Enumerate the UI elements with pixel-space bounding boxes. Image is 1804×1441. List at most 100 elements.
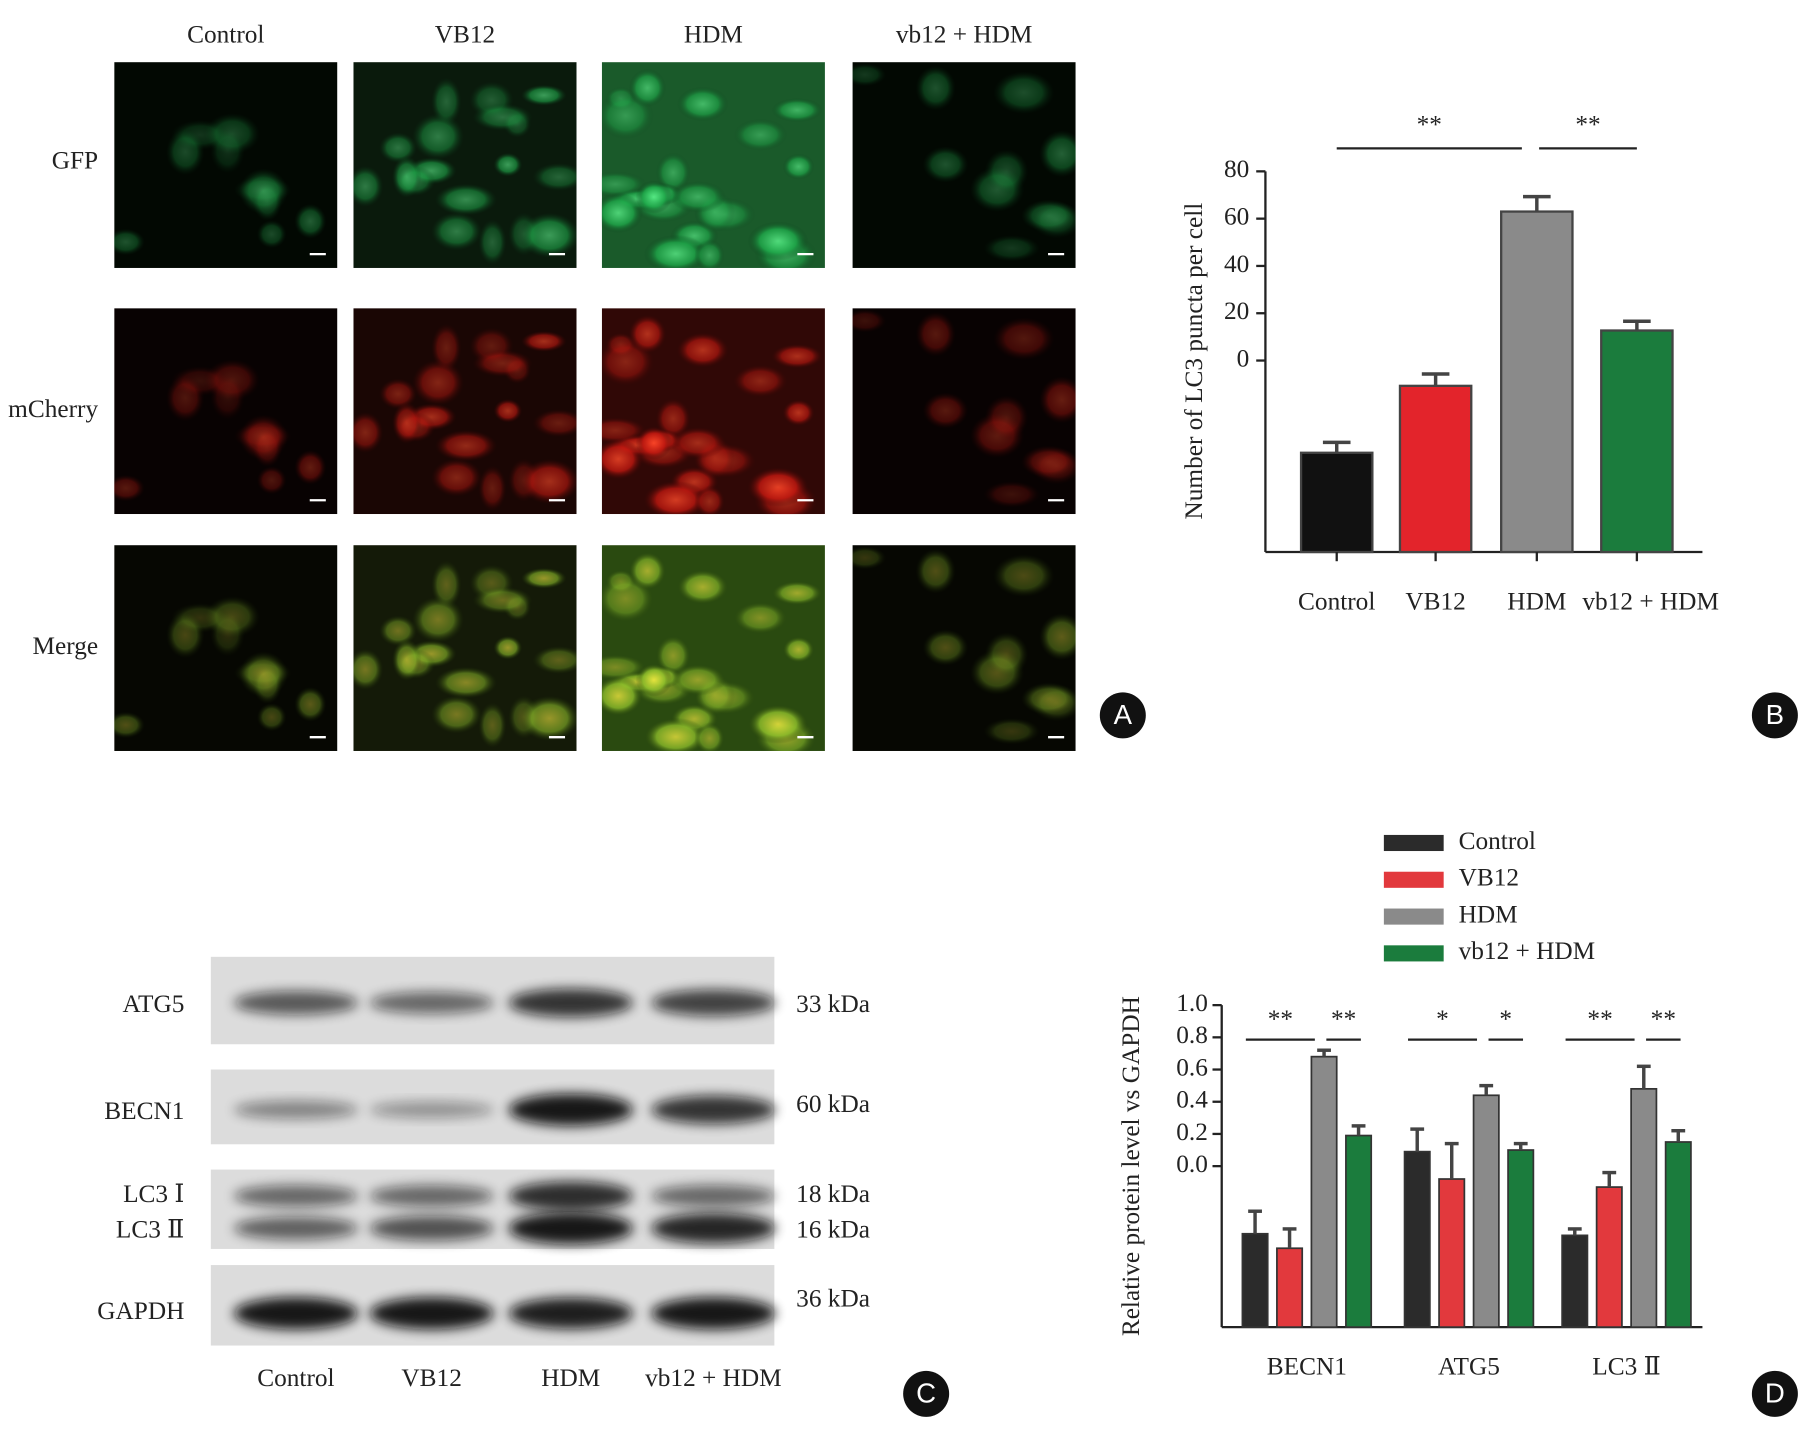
bar: [1595, 1186, 1623, 1329]
panel-letter: D: [1765, 1377, 1785, 1408]
blot-band: [508, 1212, 633, 1245]
blot-band: [233, 1185, 359, 1208]
micrograph: [353, 308, 577, 515]
cell: [256, 466, 287, 495]
cell: [412, 596, 465, 643]
cell: [643, 480, 708, 515]
cell: [771, 97, 823, 123]
cell: [166, 374, 205, 422]
row-label: GFP: [52, 147, 98, 175]
cell: [353, 411, 384, 454]
cell: [747, 221, 809, 261]
cell: [521, 567, 567, 589]
cell: [984, 149, 1029, 194]
micrograph: [601, 545, 825, 751]
bar: [1600, 329, 1674, 554]
cell: [1039, 613, 1076, 661]
blot-band: [651, 1185, 776, 1208]
cell: [210, 373, 245, 420]
cell: [676, 86, 729, 122]
blot-band: [508, 1181, 633, 1211]
cell: [1030, 201, 1076, 239]
bar: [1299, 451, 1374, 554]
blot-band: [508, 1297, 633, 1329]
cell: [983, 481, 1041, 508]
cell: [628, 314, 667, 354]
micrograph: [601, 62, 825, 268]
cell: [733, 118, 788, 152]
cell: [353, 648, 384, 690]
cell: [431, 212, 483, 251]
cell: [694, 485, 725, 515]
cell: [434, 666, 498, 699]
blot-band: [508, 1093, 633, 1126]
cell: [431, 77, 462, 126]
cell: [493, 398, 523, 423]
cell: [1039, 130, 1076, 178]
blot-band: [369, 1185, 494, 1208]
cell: [984, 632, 1029, 677]
bar: [1345, 1134, 1373, 1329]
micrograph: [114, 62, 338, 268]
cell: [635, 426, 673, 460]
cell: [993, 71, 1055, 115]
cell: [669, 663, 726, 696]
blot-band: [233, 1297, 359, 1330]
cell: [294, 203, 327, 239]
cell: [431, 560, 462, 609]
cell: [431, 323, 462, 372]
blot-band: [369, 1215, 494, 1241]
x-tick-label: BECN1: [1267, 1352, 1347, 1380]
size-label: 60 kDa: [796, 1090, 870, 1118]
x-tick-label: VB12: [1405, 588, 1465, 616]
cell: [431, 695, 483, 734]
cell: [294, 449, 327, 485]
cell: [655, 635, 691, 676]
panel-letter-badge: [903, 1370, 950, 1417]
bar: [1403, 1150, 1431, 1329]
cell: [412, 113, 465, 160]
protein-label: LC3 Ⅱ: [116, 1216, 185, 1244]
cell: [391, 401, 422, 444]
legend-label: VB12: [1459, 864, 1519, 892]
micrograph: [114, 545, 338, 751]
cell: [493, 635, 523, 660]
significance-label: **: [1417, 110, 1442, 138]
cell: [915, 311, 956, 357]
x-tick-label: vb12 + HDM: [1582, 588, 1719, 616]
cell: [379, 132, 418, 164]
protein-label: LC3 Ⅰ: [123, 1180, 184, 1208]
bar: [1276, 1247, 1304, 1329]
micrograph: [353, 62, 577, 268]
micrograph: [852, 308, 1076, 515]
cell: [210, 610, 245, 657]
cell: [628, 68, 667, 108]
cell: [655, 152, 691, 193]
row-label: Merge: [33, 632, 99, 660]
x-tick-label: LC3 Ⅱ: [1592, 1352, 1660, 1380]
cell: [993, 554, 1055, 598]
cell: [239, 414, 288, 461]
y-axis-label: Relative protein level vs GAPDH: [1117, 996, 1145, 1336]
cell: [676, 569, 729, 605]
bar: [1310, 1055, 1338, 1329]
panel-letter: B: [1766, 699, 1784, 730]
cell: [922, 146, 969, 183]
micrograph: [114, 308, 338, 515]
cell: [472, 586, 533, 614]
cell: [601, 171, 647, 198]
y-tick-label: 0.0: [1176, 1150, 1208, 1178]
cell: [519, 212, 577, 258]
panel-letter-badge: [1099, 692, 1146, 739]
cell: [747, 467, 809, 507]
legend-label: HDM: [1459, 900, 1518, 928]
cell: [166, 611, 205, 659]
y-tick-label: 0.2: [1176, 1118, 1208, 1146]
x-tick-label: Control: [1298, 588, 1375, 616]
cell: [643, 717, 708, 751]
cell: [733, 364, 788, 398]
size-label: 33 kDa: [796, 990, 870, 1018]
blot-band: [369, 1101, 494, 1119]
bar: [1630, 1087, 1658, 1329]
